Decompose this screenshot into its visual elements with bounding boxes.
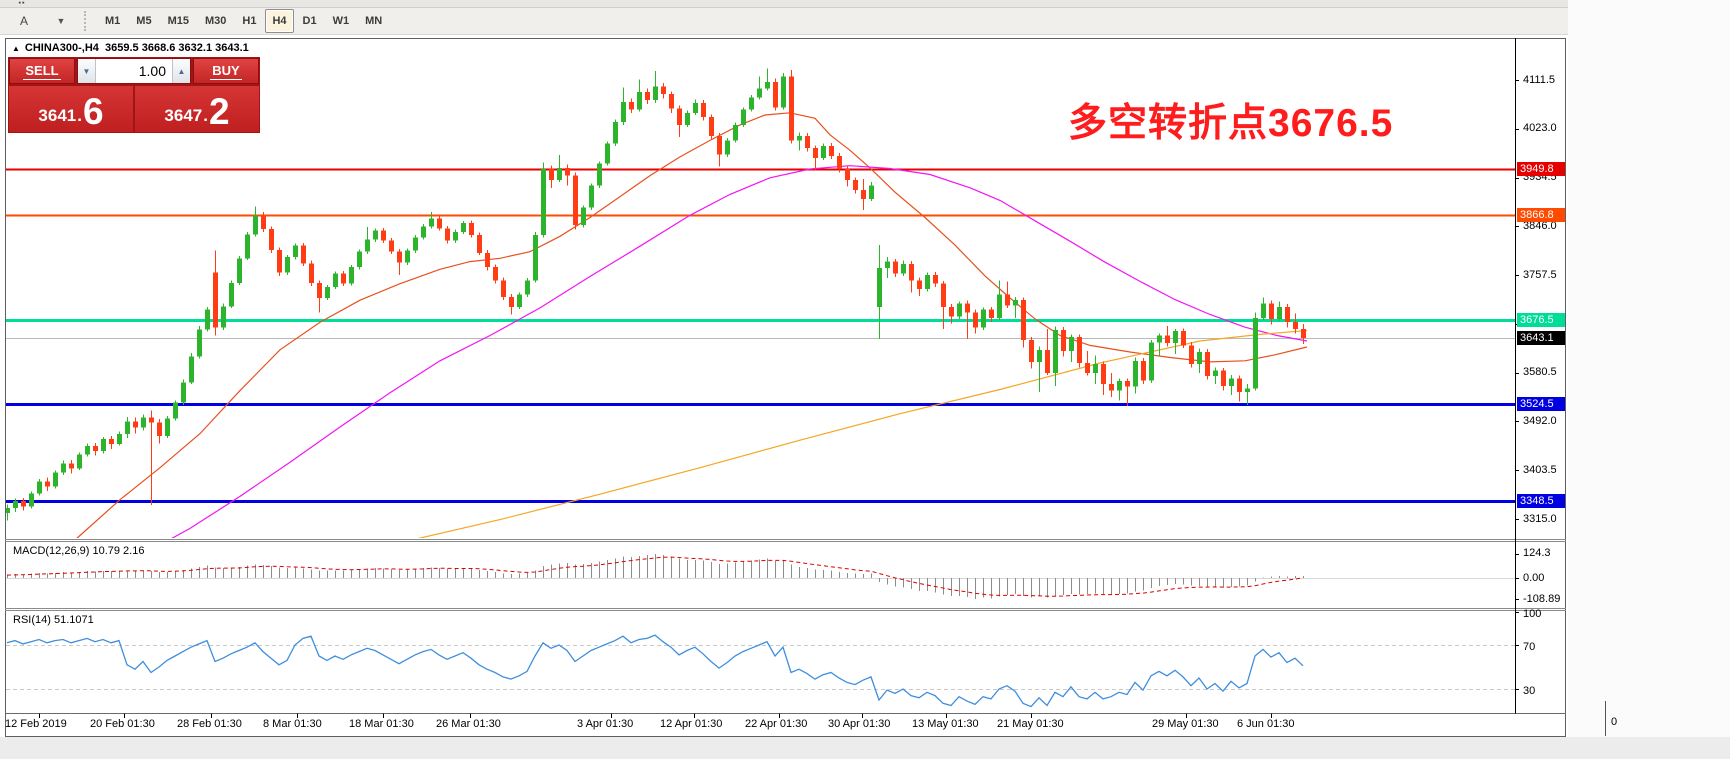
ma-mid-magenta (171, 165, 1308, 538)
ma-fast-red (76, 112, 1308, 538)
chart-title: ▲ CHINA300-,H4 3659.5 3668.6 3632.1 3643.… (12, 42, 249, 54)
time-axis-label: 22 Apr 01:30 (745, 718, 808, 730)
ohlc-values: 3659.5 3668.6 3632.1 3643.1 (105, 42, 249, 54)
sell-price-display[interactable]: 3641. 6 (9, 86, 133, 132)
volume-increase-button[interactable]: ▲ (172, 59, 190, 83)
time-axis-label: 20 Feb 01:30 (90, 718, 155, 730)
toolbar-separator (84, 11, 91, 31)
collapse-arrow-icon[interactable]: ▲ (12, 44, 20, 53)
dropdown-caret-icon[interactable]: ▼ (56, 16, 66, 26)
price-tick-label: 3757.5 (1523, 268, 1557, 281)
macd-tick-label: 124.3 (1523, 547, 1551, 560)
chart-window (5, 38, 1566, 737)
price-badge: 3348.5 (1517, 493, 1565, 508)
price-badge: 3676.5 (1517, 312, 1565, 327)
volume-stepper: ▼ 1.00 ▲ (77, 58, 191, 84)
time-axis-label: 26 Mar 01:30 (436, 718, 501, 730)
price-tick-label: 3403.5 (1523, 463, 1557, 476)
timeframe-button-m30[interactable]: M30 (204, 15, 227, 27)
time-axis-label: 6 Jun 01:30 (1237, 718, 1295, 730)
volume-value[interactable]: 1.00 (138, 63, 166, 79)
price-tick-label: 3315.0 (1523, 512, 1557, 525)
time-axis-label: 3 Apr 01:30 (577, 718, 634, 730)
time-axis-label: 8 Mar 01:30 (263, 718, 322, 730)
price-badge: 3949.8 (1517, 162, 1565, 177)
time-axis-label: 30 Apr 01:30 (828, 718, 891, 730)
ma-slow-orange (417, 329, 1308, 538)
price-tick-label: 4023.0 (1523, 122, 1557, 135)
timeframe-button-mn[interactable]: MN (365, 15, 383, 27)
timeframe-button-h1[interactable]: H1 (242, 15, 257, 27)
symbol-timeframe-label: CHINA300-,H4 (24, 42, 99, 54)
time-axis-label: 18 Mar 01:30 (349, 718, 414, 730)
grid-tool-icon[interactable]: ⣿F (7, 0, 41, 9)
rsi-panel-title: RSI(14) 51.1071 (13, 614, 94, 626)
timeframe-button-m1[interactable]: M1 (105, 15, 121, 27)
window-top-strip (0, 0, 1568, 8)
price-tick-label: 4111.5 (1523, 73, 1556, 86)
price-badge: 3866.8 (1517, 207, 1565, 222)
time-axis-label: 29 May 01:30 (1152, 718, 1219, 730)
empty-right-margin (1568, 0, 1730, 737)
volume-decrease-button[interactable]: ▼ (78, 59, 96, 83)
time-axis-label: 12 Feb 2019 (5, 718, 67, 730)
rsi-tick-label: 30 (1523, 685, 1536, 697)
price-tick-label: 3846.0 (1523, 219, 1557, 232)
time-axis-label: 21 May 01:30 (997, 718, 1064, 730)
buy-price-display[interactable]: 3647. 2 (135, 86, 259, 132)
letter-a-tool-icon[interactable]: A (19, 14, 28, 28)
price-badge: 3524.5 (1517, 396, 1565, 411)
sell-button[interactable]: SELL (9, 58, 75, 84)
timeframe-button-m15[interactable]: M15 (167, 15, 189, 27)
rsi-line (6, 634, 1304, 708)
time-axis-label: 28 Feb 01:30 (177, 718, 242, 730)
rsi-tick-label: 100 (1523, 608, 1542, 620)
window-bottom-strip (0, 737, 1730, 759)
price-badge: 3643.1 (1517, 331, 1565, 346)
macd-tick-label: -108.89 (1523, 592, 1561, 605)
price-tick-label: 3492.0 (1523, 414, 1557, 427)
timeframe-button-m5[interactable]: M5 (136, 15, 152, 27)
price-tick-label: 3580.5 (1523, 366, 1557, 379)
macd-panel-title: MACD(12,26,9) 10.79 2.16 (13, 545, 145, 557)
time-axis-label: 13 May 01:30 (912, 718, 979, 730)
buy-button[interactable]: BUY (193, 58, 259, 84)
timeframe-button-h4[interactable]: H4 (265, 9, 294, 33)
timeframe-button-w1[interactable]: W1 (332, 15, 350, 27)
timeframe-button-d1[interactable]: D1 (302, 15, 317, 27)
one-click-trade-panel: SELL ▼ 1.00 ▲ BUY 3641. 6 3647. 2 (8, 57, 260, 133)
rsi-tick-label: 70 (1523, 641, 1536, 653)
stray-zero-label: 0 (1611, 716, 1618, 728)
time-axis-label: 12 Apr 01:30 (660, 718, 723, 730)
chart-annotation-text: 多空转折点3676.5 (1068, 102, 1394, 145)
macd-tick-label: 0.00 (1523, 571, 1545, 584)
